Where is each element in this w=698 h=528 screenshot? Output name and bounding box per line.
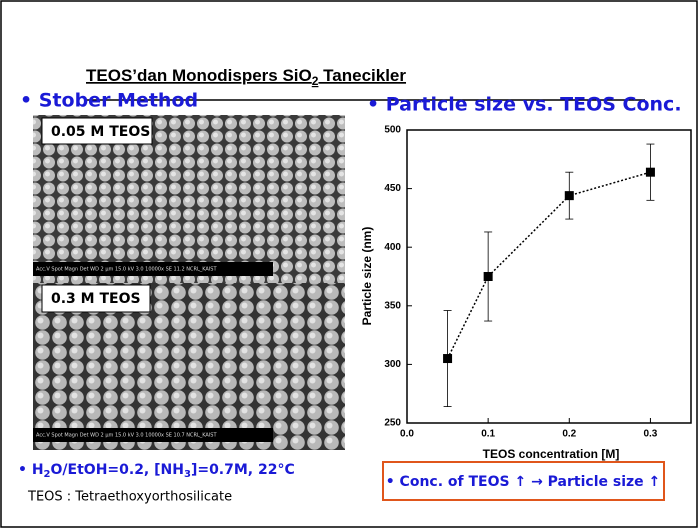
- cond-sub: 2: [44, 469, 51, 480]
- x-tick-label: 0.1: [481, 429, 495, 440]
- cond-part: • H: [18, 462, 44, 478]
- y-tick-label: 450: [384, 183, 401, 194]
- data-point: [646, 168, 655, 177]
- chart-title: • Particle size vs. TEOS Conc.: [367, 94, 682, 116]
- left-heading: • Stober Method: [20, 90, 198, 112]
- slide-title: TEOS’dan Monodispers SiO2 Tanecikler: [86, 66, 406, 88]
- image-label: 0.05 M TEOS: [51, 124, 150, 140]
- slide: TEOS’dan Monodispers SiO2 Tanecikler • S…: [0, 0, 698, 528]
- y-tick-label: 250: [384, 418, 401, 429]
- title-main: TEOS’dan Monodispers SiO: [86, 66, 312, 85]
- sem-bar-text: Acc.V Spot Magn Det WD 2 μm 15.0 kV 3.0 …: [36, 267, 217, 273]
- data-line: [448, 172, 651, 358]
- y-tick-label: 500: [384, 125, 401, 136]
- x-tick-label: 0.3: [643, 429, 657, 440]
- teos-note: TEOS : Tetraethoxyorthosilicate: [27, 490, 232, 505]
- x-axis-label: TEOS concentration [M]: [483, 447, 620, 461]
- cond-part: O/EtOH=0.2, [NH: [51, 462, 184, 478]
- image-label: 0.3 M TEOS: [51, 291, 141, 307]
- conditions: • H2O/EtOH=0.2, [NH3]=0.7M, 22°C: [18, 462, 295, 480]
- y-axis-label: Particle size (nm): [360, 227, 374, 326]
- cond-sub: 3: [184, 469, 191, 480]
- data-point: [484, 272, 493, 281]
- data-point: [565, 191, 574, 200]
- cond-part: ]=0.7M, 22°C: [191, 462, 295, 478]
- title-rest: Tanecikler: [318, 66, 406, 85]
- sem-bar-text: Acc.V Spot Magn Det WD 2 μm 15.0 kV 3.0 …: [36, 433, 217, 439]
- y-tick-label: 400: [384, 242, 401, 253]
- data-point: [443, 354, 452, 363]
- conclusion: • Conc. of TEOS ↑ → Particle size ↑: [386, 474, 661, 490]
- x-tick-label: 0.2: [562, 429, 576, 440]
- y-tick-label: 350: [384, 300, 401, 311]
- x-tick-label: 0.0: [400, 429, 414, 440]
- y-tick-label: 300: [384, 359, 401, 370]
